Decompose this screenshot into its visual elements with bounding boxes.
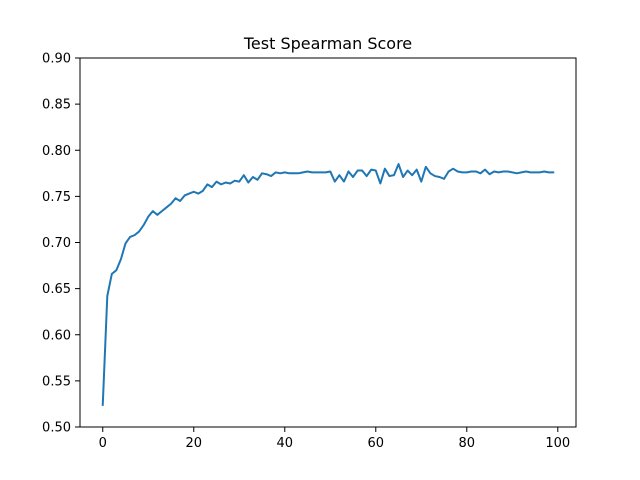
- y-tick-label: 0.85: [42, 98, 71, 113]
- y-tick-label: 0.55: [42, 374, 71, 389]
- y-tick-label: 0.90: [42, 52, 71, 67]
- series-line-0: [101, 163, 555, 406]
- x-tick-label: 60: [368, 436, 385, 451]
- chart-title: Test Spearman Score: [243, 34, 412, 53]
- x-tick-label: 100: [545, 436, 570, 451]
- x-tick-label: 40: [276, 436, 293, 451]
- y-tick-label: 0.80: [42, 144, 71, 159]
- y-tick-label: 0.50: [42, 421, 71, 436]
- plot-area: 0 20 40 60 80 100 0.50 0.55 0.60 0.65 0.70 0.75 0.80…: [42, 52, 577, 451]
- y-tick-label: 0.70: [42, 236, 71, 251]
- x-tick-label: 0: [99, 436, 107, 451]
- y-tick-label: 0.65: [42, 282, 71, 297]
- x-tick-label: 20: [185, 436, 202, 451]
- y-tick-label: 0.75: [42, 190, 71, 205]
- y-tick-label: 0.60: [42, 328, 71, 343]
- x-tick-label: 80: [459, 436, 476, 451]
